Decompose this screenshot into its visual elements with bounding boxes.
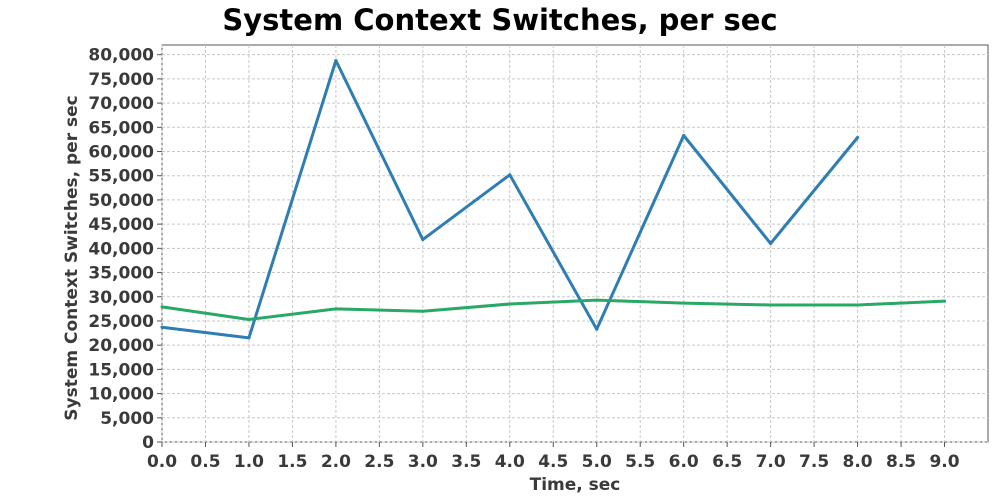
data-point	[421, 238, 425, 242]
y-axis: 0 5,000 10,000 15,000 20,000 25,000 30,000 35,0…	[88, 46, 162, 453]
data-point	[247, 336, 251, 340]
x-tick-label: 1.5	[277, 452, 307, 472]
plot-area	[161, 44, 989, 443]
data-point	[334, 58, 338, 62]
x-tick-label: 8.0	[843, 452, 873, 472]
y-tick-label: 5,000	[100, 409, 154, 429]
y-tick-label: 10,000	[88, 385, 154, 405]
data-point	[682, 134, 686, 138]
x-tick-label: 5.0	[582, 452, 612, 472]
y-tick-label: 60,000	[88, 143, 154, 163]
x-tick-label: 4.5	[538, 452, 568, 472]
x-tick-label: 6.5	[712, 452, 742, 472]
x-tick-label: 6.0	[669, 452, 699, 472]
y-tick-label: 15,000	[88, 360, 154, 380]
x-tick-label: 1.0	[234, 452, 264, 472]
y-tick-label: 40,000	[88, 239, 154, 259]
data-point	[160, 305, 164, 309]
chart-title: System Context Switches, per sec	[222, 3, 777, 37]
x-tick-label: 3.5	[451, 452, 481, 472]
y-tick-label: 65,000	[88, 118, 154, 138]
x-tick-label: 0.5	[190, 452, 220, 472]
data-point	[160, 325, 164, 329]
y-tick-label: 80,000	[88, 46, 154, 66]
data-point	[943, 299, 947, 303]
y-axis-label: System Context Switches, per sec	[62, 95, 82, 421]
y-tick-label: 45,000	[88, 215, 154, 235]
x-tick-label: 4.0	[495, 452, 525, 472]
data-point	[508, 173, 512, 177]
grid	[161, 45, 988, 443]
data-point	[769, 303, 773, 307]
x-tick-label: 8.5	[886, 452, 916, 472]
x-axis-label: Time, sec	[530, 475, 621, 495]
data-point	[421, 309, 425, 313]
x-tick-label: 3.0	[408, 452, 438, 472]
y-tick-label: 20,000	[88, 336, 154, 356]
x-axis: 0.0 0.5 1.0 1.5 2.0 2.5 3.0 3.5 4.0 4.5 5.0 5.5 6.0 6…	[147, 442, 960, 472]
y-tick-label: 55,000	[88, 167, 154, 187]
x-tick-label: 2.5	[364, 452, 394, 472]
y-tick-label: 75,000	[88, 70, 154, 90]
x-tick-label: 2.0	[321, 452, 351, 472]
data-point	[595, 298, 599, 302]
data-point	[856, 303, 860, 307]
series-line-2	[160, 298, 946, 321]
data-point	[595, 327, 599, 331]
y-tick-label: 0	[142, 433, 154, 453]
x-tick-label: 9.0	[929, 452, 959, 472]
y-tick-label: 50,000	[88, 191, 154, 211]
data-point	[334, 307, 338, 311]
x-tick-label: 0.0	[147, 452, 177, 472]
y-tick-label: 30,000	[88, 288, 154, 308]
data-point	[508, 302, 512, 306]
series-layer	[160, 58, 947, 340]
y-tick-label: 35,000	[88, 264, 154, 284]
data-point	[682, 301, 686, 305]
data-point	[769, 242, 773, 245]
data-point	[247, 318, 251, 322]
y-tick-label: 70,000	[88, 94, 154, 114]
x-tick-label: 5.5	[625, 452, 655, 472]
x-tick-label: 7.5	[799, 452, 829, 472]
x-tick-label: 7.0	[756, 452, 786, 472]
y-tick-label: 25,000	[88, 312, 154, 332]
data-point	[856, 135, 860, 139]
